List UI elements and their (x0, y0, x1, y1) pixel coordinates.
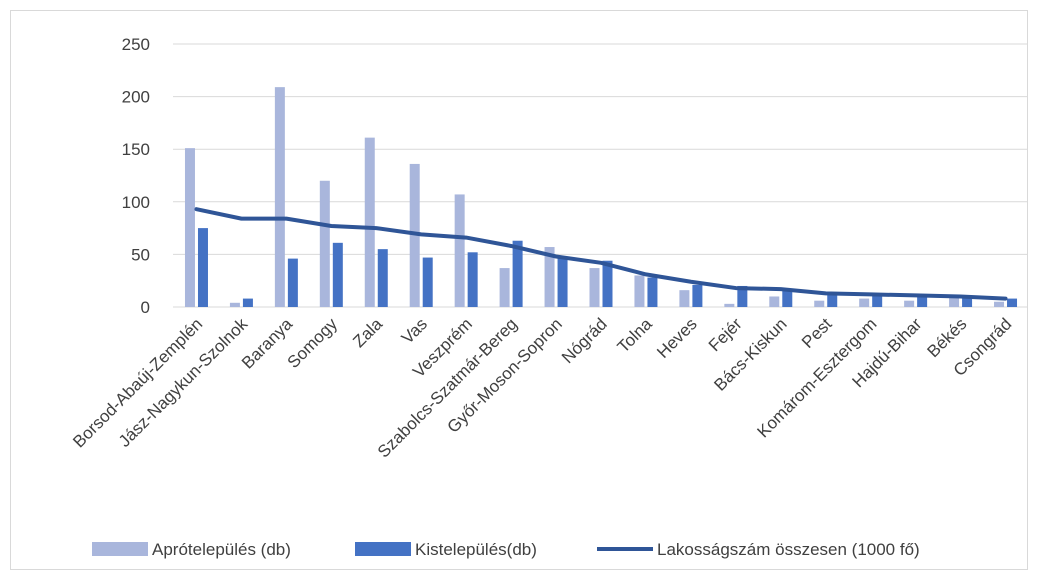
x-tick-label: Somogy (284, 314, 342, 372)
bar-kistelepules (782, 290, 793, 307)
bar-kistelepules (602, 260, 613, 307)
bar-aprotelepules (904, 300, 915, 307)
bar-aprotelepules (364, 137, 375, 307)
bar-kistelepules (827, 294, 838, 307)
bar-kistelepules (512, 240, 523, 307)
bar-kistelepules (557, 256, 568, 307)
y-tick-label: 0 (141, 298, 150, 317)
legend-label: Kistelepülés(db) (415, 540, 537, 559)
bar-aprotelepules (184, 148, 195, 307)
bar-aprotelepules (814, 300, 825, 307)
y-tick-label: 200 (122, 88, 150, 107)
bar-aprotelepules (274, 87, 285, 307)
bar-aprotelepules (949, 297, 960, 307)
bar-aprotelepules (589, 268, 600, 307)
y-tick-label: 250 (122, 35, 150, 54)
bar-kistelepules (377, 249, 388, 307)
bar-kistelepules (197, 228, 208, 307)
legend-swatch (355, 542, 411, 556)
bar-aprotelepules (454, 194, 465, 307)
bar-kistelepules (962, 295, 973, 307)
y-axis: 0 50 100 150 200 250 (122, 35, 150, 317)
bar-aprotelepules (229, 302, 240, 307)
x-tick-label: Zala (349, 314, 386, 351)
bar-aprotelepules (859, 298, 870, 307)
bar-aprotelepules (634, 275, 645, 307)
bar-aprotelepules (499, 268, 510, 307)
bar-kistelepules (872, 294, 883, 307)
bar-kistelepules (1007, 298, 1018, 307)
bars (184, 87, 1018, 307)
bar-aprotelepules (544, 247, 555, 307)
legend-swatch (92, 542, 148, 556)
bar-kistelepules (692, 284, 703, 307)
bar-kistelepules (242, 298, 253, 307)
bar-aprotelepules (724, 303, 735, 307)
y-tick-label: 100 (122, 193, 150, 212)
y-tick-label: 150 (122, 140, 150, 159)
bar-kistelepules (647, 277, 658, 307)
bar-kistelepules (737, 285, 748, 307)
bar-aprotelepules (994, 301, 1005, 307)
legend-label: Aprótelepülés (db) (152, 540, 291, 559)
x-axis: Borsod-Abaúj-ZemplénJász-Nagykun-Szolnok… (69, 314, 1015, 461)
bar-kistelepules (287, 258, 298, 307)
bar-kistelepules (917, 296, 928, 307)
bar-kistelepules (467, 252, 478, 307)
bar-aprotelepules (319, 180, 330, 307)
bar-aprotelepules (769, 296, 780, 307)
x-tick-label: Vas (398, 314, 431, 347)
bar-kistelepules (332, 242, 343, 307)
bar-kistelepules (422, 257, 433, 307)
bar-aprotelepules (679, 290, 690, 307)
x-tick-label: Nógrád (558, 314, 611, 367)
legend: Aprótelepülés (db) Kistelepülés(db) Lakoss… (92, 540, 920, 559)
y-tick-label: 50 (131, 245, 150, 264)
legend-label: Lakosságszám összesen (1000 fő) (657, 540, 920, 559)
x-tick-label: Heves (653, 314, 701, 362)
line-series (194, 207, 1008, 301)
line-lakossagszam (194, 207, 1008, 301)
x-tick-label: Fejér (705, 314, 746, 355)
x-tick-label: Pest (798, 314, 836, 352)
grid (173, 43, 1027, 308)
x-tick-label: Tolna (614, 314, 657, 357)
